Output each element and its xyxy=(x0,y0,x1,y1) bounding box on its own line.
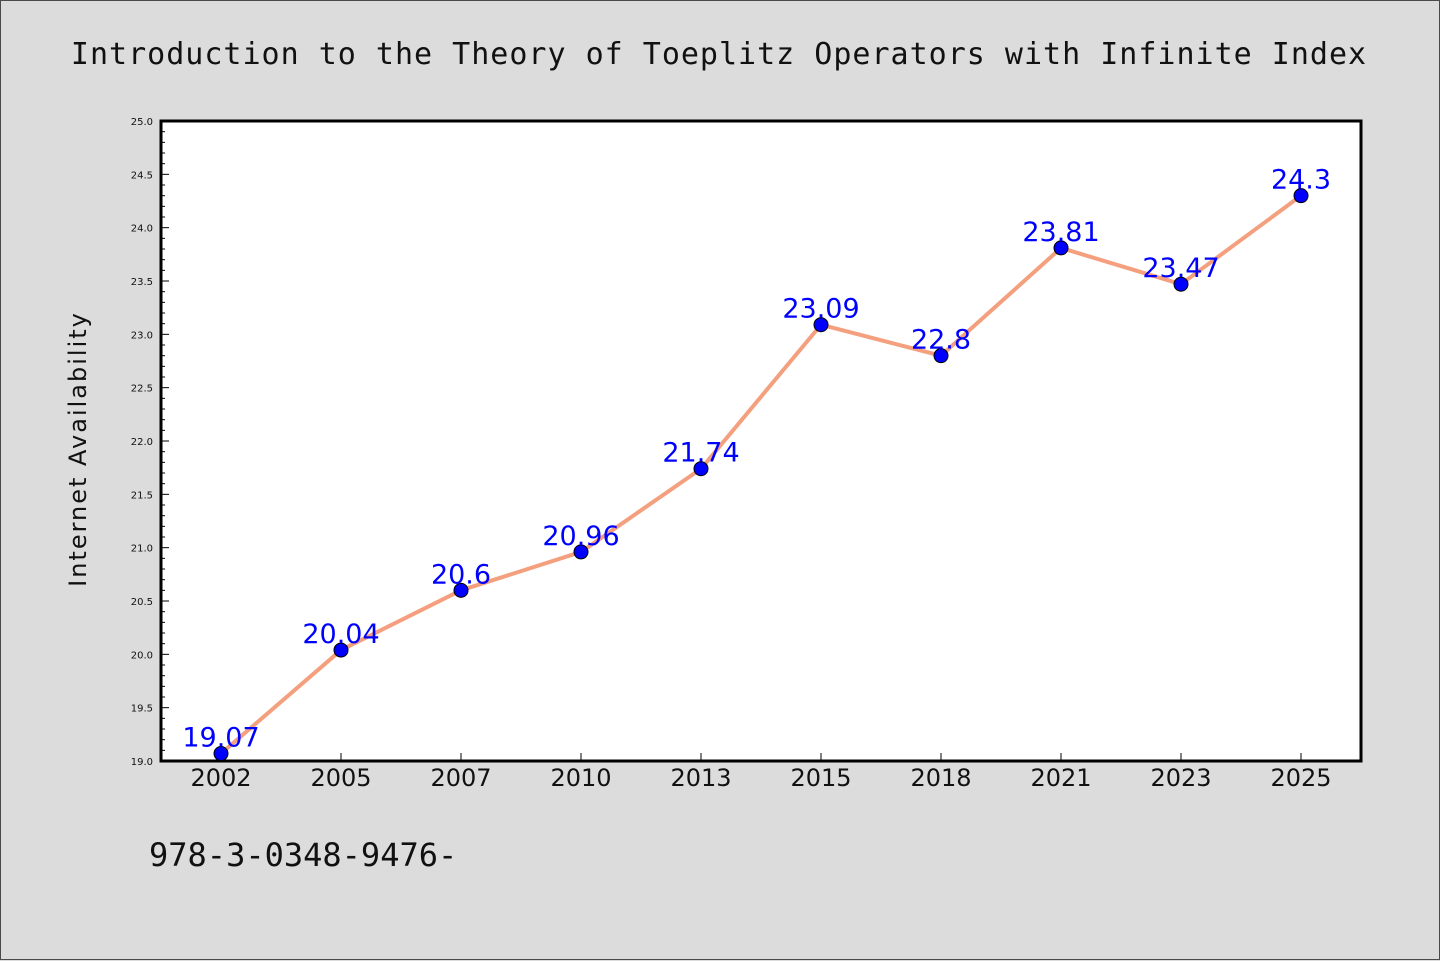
y-tick-label: 21.0 xyxy=(131,544,153,555)
data-label: 20.6 xyxy=(431,559,491,590)
y-axis: 19.0 19.5 20.0 20.5 21.0 21.5 22.0 22.5 23.0 23.5… xyxy=(131,117,169,768)
y-tick-label: 22.5 xyxy=(131,384,153,395)
y-axis-label: Internet Availability xyxy=(64,311,92,587)
x-tick-label: 2002 xyxy=(190,764,251,792)
y-tick-label: 24.0 xyxy=(131,224,153,235)
data-label: 20.04 xyxy=(302,619,379,650)
isbn-text: 978-3-0348-9476- xyxy=(149,836,457,874)
data-label: 22.8 xyxy=(911,325,971,356)
series-line xyxy=(219,193,1303,756)
y-tick-label: 24.5 xyxy=(131,170,153,181)
y-tick-label: 22.0 xyxy=(131,437,153,448)
data-point xyxy=(333,642,349,658)
x-axis: 2002 2005 2007 2010 2013 2015 2018 2021 2023 2025 xyxy=(190,753,1332,792)
data-label: 23.81 xyxy=(1022,217,1099,248)
x-tick-label: 2010 xyxy=(550,764,611,792)
data-label: 20.96 xyxy=(542,521,619,552)
plot-area xyxy=(159,119,1363,763)
y-tick-label: 21.5 xyxy=(131,490,153,501)
data-label: 23.09 xyxy=(782,294,859,325)
x-tick-label: 2005 xyxy=(310,764,371,792)
x-tick-label: 2025 xyxy=(1270,764,1331,792)
data-point xyxy=(213,746,229,762)
y-tick-label: 25.0 xyxy=(131,117,153,128)
y-tick-label: 20.0 xyxy=(131,650,153,661)
x-tick-label: 2015 xyxy=(790,764,851,792)
x-tick-label: 2018 xyxy=(910,764,971,792)
data-series: 19.07 20.04 20.6 20.96 21.74 23.09 22.8 23.81 23… xyxy=(182,165,1331,762)
y-tick-label: 20.5 xyxy=(131,597,153,608)
y-tick-label: 19.0 xyxy=(131,757,153,768)
y-tick-label: 19.5 xyxy=(131,704,153,715)
data-point xyxy=(693,461,709,477)
data-point xyxy=(1173,276,1189,292)
chart-title: Introduction to the Theory of Toeplitz O… xyxy=(71,37,1367,72)
data-point xyxy=(573,544,589,560)
x-tick-label: 2007 xyxy=(430,764,491,792)
x-tick-label: 2023 xyxy=(1150,764,1211,792)
y-tick-label: 23.0 xyxy=(131,330,153,341)
x-tick-label: 2013 xyxy=(670,764,731,792)
data-point xyxy=(813,317,829,333)
y-tick-label: 23.5 xyxy=(131,277,153,288)
data-point xyxy=(933,348,949,364)
data-point xyxy=(1293,188,1309,204)
x-tick-label: 2021 xyxy=(1030,764,1091,792)
data-label: 21.74 xyxy=(662,438,739,469)
data-label: 23.47 xyxy=(1142,253,1219,284)
data-label: 24.3 xyxy=(1271,165,1331,196)
data-point xyxy=(453,582,469,598)
data-label: 19.07 xyxy=(182,723,259,754)
data-point xyxy=(1053,240,1069,256)
